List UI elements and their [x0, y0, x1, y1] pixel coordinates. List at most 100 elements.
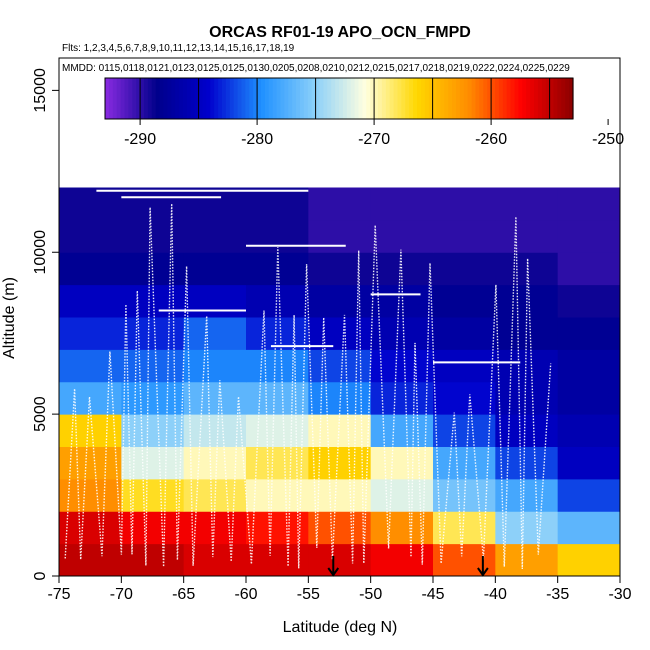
colorbar-swatch: [483, 78, 488, 119]
y-axis: 0 5000 10000 15000: [32, 68, 59, 580]
colorbar-swatch: [163, 78, 168, 119]
colorbar-swatch: [331, 78, 336, 119]
colorbar-swatch: [350, 78, 356, 119]
colorbar-swatch: [354, 78, 360, 119]
heatmap-cell: [495, 446, 559, 480]
colorbar-swatch: [241, 78, 246, 119]
colorbar-swatch: [155, 78, 161, 119]
heatmap-cell: [308, 284, 372, 318]
heatmap-cell: [59, 219, 122, 253]
colorbar-swatch: [401, 78, 406, 119]
heatmap-cell: [183, 284, 247, 318]
colorbar-swatch: [537, 78, 543, 119]
colorbar-swatch: [128, 78, 133, 119]
colorbar: -290 -280 -270 -260 -250: [104, 77, 624, 148]
colorbar-swatch: [186, 78, 192, 119]
heatmap-cell: [59, 511, 122, 545]
colorbar-swatch: [569, 78, 574, 119]
colorbar-swatch: [342, 78, 348, 119]
heatmap-cell: [370, 446, 434, 480]
colorbar-swatch: [440, 78, 445, 119]
heatmap-cell: [246, 446, 309, 480]
colorbar-swatch: [264, 78, 270, 119]
heatmap-cell: [557, 543, 621, 577]
colorbar-swatch: [159, 78, 165, 119]
colorbar-swatch: [339, 78, 344, 119]
colorbar-swatch: [405, 78, 410, 119]
colorbar-swatch: [557, 78, 562, 119]
heatmap-cell: [308, 543, 372, 577]
heatmap-cell: [308, 252, 372, 286]
colorbar-swatch: [190, 78, 196, 119]
dates-label: MMDD: 0115,0118,0121,0123,0125,0125,0130…: [62, 63, 570, 74]
heatmap-cell: [433, 446, 496, 480]
heatmap-cell: [433, 252, 496, 286]
colorbar-swatch: [385, 78, 391, 119]
colorbar-swatch: [280, 78, 285, 119]
colorbar-swatch: [366, 78, 371, 119]
colorbar-swatch: [487, 78, 492, 119]
colorbar-swatch: [444, 78, 449, 119]
colorbar-swatch: [171, 78, 176, 119]
colorbar-swatch: [413, 78, 418, 119]
colorbar-swatch: [417, 78, 422, 119]
heatmap-cell: [308, 349, 372, 383]
heatmap-cell: [433, 349, 496, 383]
heatmap-cell: [121, 446, 185, 480]
heatmap-cell: [183, 219, 247, 253]
site-markers: [327, 556, 489, 577]
colorbar-swatch: [319, 78, 324, 119]
colorbar-swatch: [284, 78, 289, 119]
colorbar-swatch: [124, 78, 129, 119]
x-tick-label: -40: [484, 586, 507, 603]
colorbar-swatch: [288, 78, 293, 119]
site-marker-arrow: [327, 556, 340, 577]
heatmap-cell: [370, 543, 434, 577]
heatmap-cell: [433, 478, 496, 512]
heatmap-cell: [308, 511, 372, 545]
colorbar-swatch: [323, 78, 328, 119]
colorbar-swatch: [549, 78, 555, 119]
colorbar-swatch: [151, 78, 157, 119]
heatmap-cell: [121, 187, 185, 221]
flights-label: Flts: 1,2,3,4,5,6,7,8,9,10,11,12,13,14,1…: [62, 43, 295, 54]
colorbar-swatch: [276, 78, 282, 119]
heatmap-cell: [59, 414, 122, 447]
colorbar-swatch: [335, 78, 340, 119]
heatmap-cell: [557, 511, 621, 545]
plot-frame: [58, 57, 621, 577]
colorbar-swatch: [456, 78, 461, 119]
colorbar-swatch: [132, 78, 137, 119]
x-tick-label: -50: [359, 586, 382, 603]
colorbar-swatch: [225, 78, 231, 119]
heatmap-cell: [183, 349, 247, 383]
heatmap-cell: [121, 414, 185, 447]
heatmap-cell: [495, 187, 559, 221]
colorbar-swatch: [362, 78, 367, 119]
chart-title: ORCAS RF01-19 APO_OCN_FMPD: [209, 24, 471, 41]
colorbar-swatch: [249, 78, 254, 119]
colorbar-tick-label: -270: [358, 131, 390, 148]
heatmap-cell: [370, 219, 434, 253]
colorbar-swatch: [463, 78, 469, 119]
heatmap-cell: [308, 187, 372, 221]
heatmap-cell: [183, 381, 247, 415]
colorbar-swatch: [105, 78, 110, 119]
heatmap-cell: [183, 414, 247, 447]
colorbar-swatch: [502, 78, 508, 119]
colorbar-swatch: [381, 78, 387, 119]
heatmap-cell: [59, 317, 122, 350]
heatmap-cell: [557, 349, 621, 383]
heatmap-cell: [557, 187, 621, 221]
colorbar-swatch: [479, 78, 484, 119]
colorbar-swatch: [498, 78, 504, 119]
colorbar-swatch: [553, 78, 558, 119]
heatmap-cell: [183, 187, 247, 221]
colorbar-swatch: [530, 78, 535, 119]
y-axis-label: Altitude (m): [1, 277, 18, 359]
heatmap-cell: [183, 252, 247, 286]
colorbar-swatch: [253, 78, 258, 119]
y-tick-label: 0: [32, 571, 49, 580]
heatmap-cell: [183, 478, 247, 512]
colorbar-swatch: [194, 78, 200, 119]
